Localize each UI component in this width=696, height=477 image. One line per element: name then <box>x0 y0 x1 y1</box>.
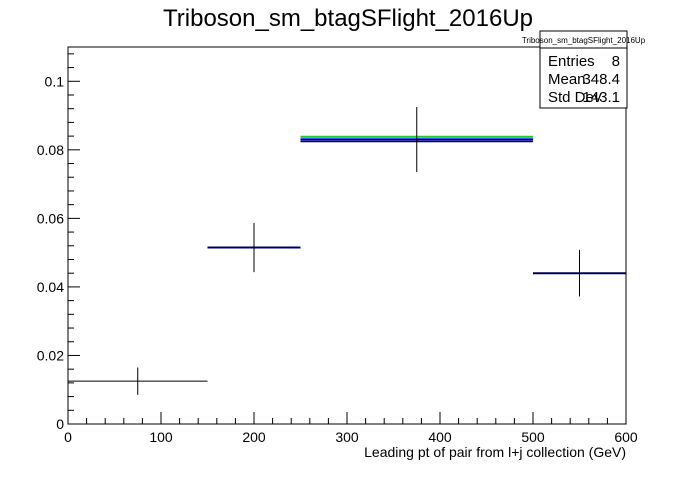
y-tick-label: 0.1 <box>45 73 65 89</box>
y-tick-label: 0.06 <box>37 210 64 226</box>
x-tick-label: 0 <box>64 429 72 445</box>
x-tick-label: 600 <box>614 429 638 445</box>
y-tick-label: 0.02 <box>37 347 64 363</box>
data-layer <box>68 106 626 395</box>
x-axis-label: Leading pt of pair from l+j collection (… <box>364 444 626 460</box>
stats-box: Triboson_sm_btagSFlight_2016Up Entries 8… <box>522 30 646 109</box>
stats-stddev-value: 143.1 <box>582 89 620 106</box>
stats-stddev-label: Std Dev <box>548 89 602 106</box>
x-axis: 0 100 200 300 400 500 600 <box>64 412 638 445</box>
y-tick-label: 0 <box>56 416 64 432</box>
x-tick-label: 500 <box>521 429 545 445</box>
stats-mean-value: 348.4 <box>582 71 620 88</box>
x-tick-label: 100 <box>149 429 173 445</box>
stats-mean-label: Mean <box>548 71 586 88</box>
y-axis: 0 0.02 0.04 0.06 0.08 0.1 <box>37 53 80 432</box>
stats-entries-value: 8 <box>612 53 620 70</box>
y-tick-label: 0.08 <box>37 142 64 158</box>
chart-title: Triboson_sm_btagSFlight_2016Up <box>163 5 533 32</box>
x-tick-label: 200 <box>242 429 266 445</box>
y-tick-label: 0.04 <box>37 279 64 295</box>
stats-box-title: Triboson_sm_btagSFlight_2016Up <box>522 36 646 45</box>
stats-box-frame <box>539 30 628 109</box>
stats-entries-label: Entries <box>548 53 595 70</box>
x-tick-label: 300 <box>335 429 359 445</box>
x-tick-label: 400 <box>428 429 452 445</box>
